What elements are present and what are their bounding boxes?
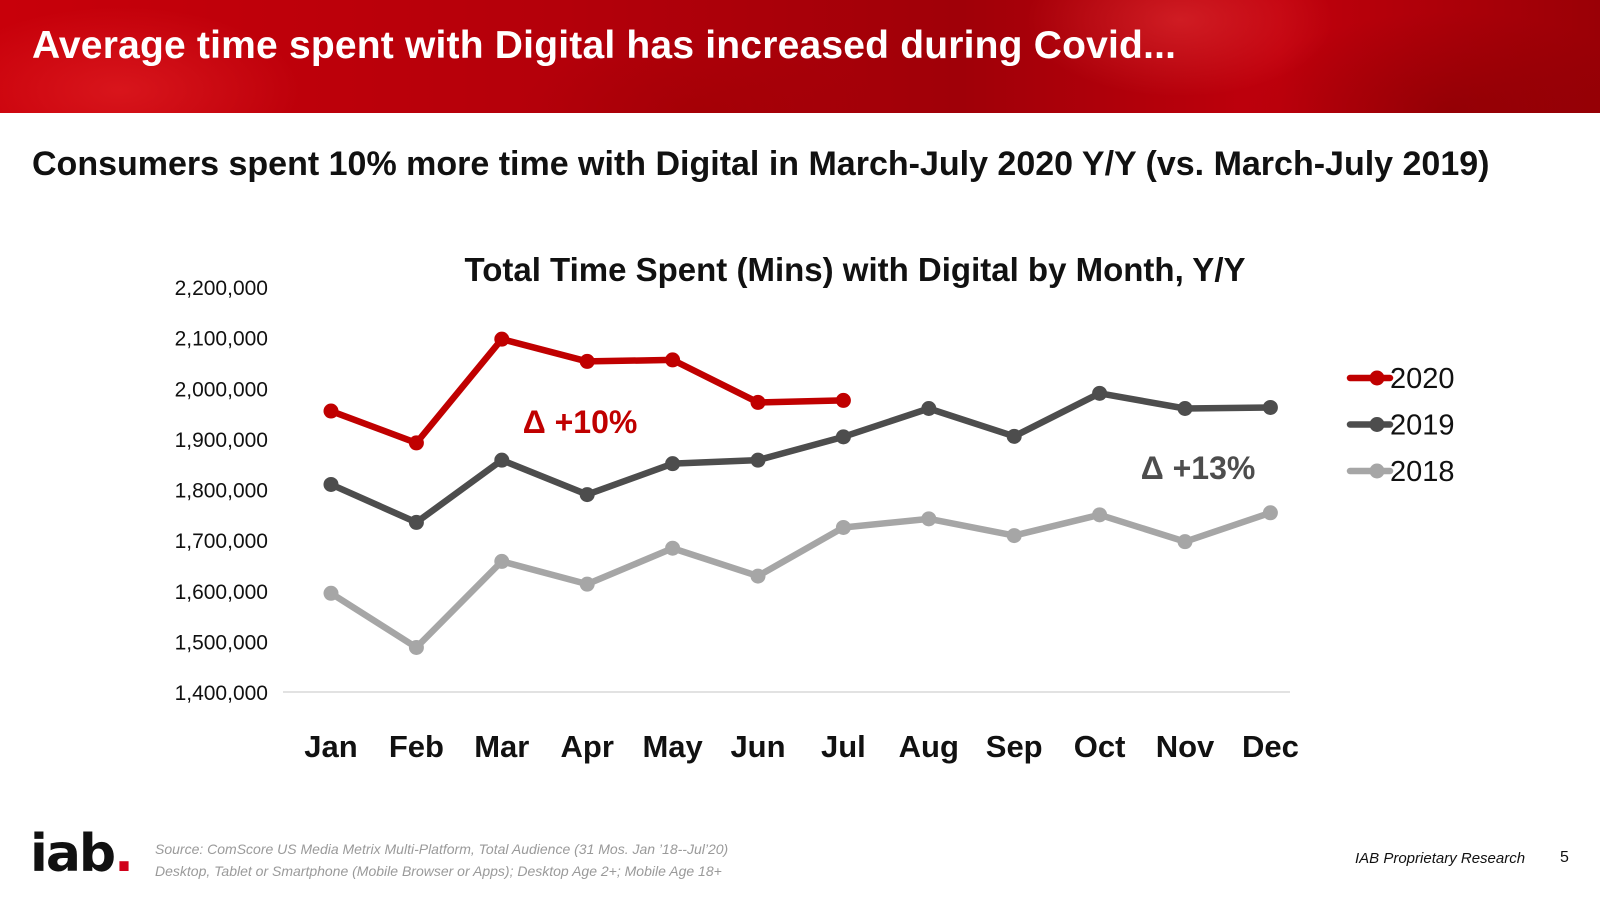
data-point-2020 [323, 403, 339, 419]
data-point-2019 [579, 487, 595, 503]
data-point-2018 [579, 576, 595, 592]
data-point-2018 [835, 519, 851, 535]
delta-annotation-2020: Δ +10% [523, 404, 638, 440]
legend-label-2018: 2018 [1390, 456, 1455, 488]
x-tick-label: May [642, 729, 703, 764]
legend-label-2019: 2019 [1390, 410, 1455, 442]
data-point-2018 [323, 585, 339, 601]
x-tick-label: Mar [474, 729, 529, 764]
data-point-2019 [323, 476, 339, 492]
legend-marker-2020 [1369, 370, 1385, 386]
page-number: 5 [1560, 849, 1569, 866]
x-tick-label: Feb [389, 729, 444, 764]
data-point-2018 [1177, 534, 1193, 550]
x-tick-label: Dec [1242, 729, 1299, 764]
y-tick-label: 1,900,000 [175, 429, 268, 452]
y-tick-label: 1,400,000 [175, 682, 268, 705]
x-tick-label: Aug [899, 729, 959, 764]
data-point-2020 [579, 353, 595, 369]
series-line-2019 [327, 390, 1274, 526]
y-tick-label: 2,200,000 [175, 277, 268, 300]
chart-title: Total Time Spent (Mins) with Digital by … [464, 251, 1245, 288]
x-tick-label: Nov [1156, 729, 1215, 764]
y-tick-label: 2,000,000 [175, 378, 268, 401]
line-chart: Total Time Spent (Mins) with Digital by … [175, 251, 1455, 764]
data-point-2018 [408, 639, 424, 655]
data-point-2019 [408, 514, 424, 530]
logo-text: iab [30, 824, 116, 884]
slide-title: Average time spent with Digital has incr… [32, 24, 1177, 67]
data-point-2019 [835, 429, 851, 445]
data-point-2020 [835, 392, 851, 408]
data-point-2019 [1177, 401, 1193, 416]
legend-marker-2018 [1369, 463, 1385, 479]
data-point-2018 [921, 511, 937, 527]
x-tick-label: Jun [730, 729, 785, 764]
y-tick-label: 1,700,000 [175, 530, 268, 553]
data-point-2020 [494, 331, 510, 347]
data-point-2019 [665, 456, 681, 472]
x-tick-label: Jan [304, 729, 357, 764]
iab-logo: iab. [30, 828, 134, 880]
legend-label-2020: 2020 [1390, 363, 1455, 395]
source-line-2: Desktop, Tablet or Smartphone (Mobile Br… [155, 863, 722, 879]
data-point-2020 [665, 352, 681, 368]
proprietary-label: IAB Proprietary Research [1355, 850, 1526, 867]
data-point-2019 [921, 401, 937, 416]
x-tick-label: Oct [1074, 729, 1126, 764]
legend-marker-2019 [1369, 417, 1385, 432]
delta-annotation-2019: Δ +13% [1141, 450, 1256, 486]
data-point-2019 [494, 452, 510, 468]
data-point-2019 [1006, 428, 1022, 444]
data-point-2018 [494, 553, 510, 569]
y-tick-label: 1,800,000 [175, 480, 268, 503]
data-point-2018 [1262, 505, 1278, 521]
data-point-2019 [750, 452, 766, 468]
title-banner: Average time spent with Digital has incr… [0, 0, 1600, 113]
series-line-2018 [327, 509, 1274, 651]
data-point-2019 [1262, 399, 1278, 415]
logo-dot: . [114, 824, 134, 884]
source-note: Source: ComScore US Media Metrix Multi-P… [155, 838, 728, 882]
data-point-2020 [750, 394, 766, 410]
x-tick-label: Jul [821, 729, 866, 764]
data-point-2018 [665, 540, 681, 556]
data-point-2020 [408, 435, 424, 451]
data-point-2019 [1092, 385, 1108, 401]
y-tick-label: 1,600,000 [175, 581, 268, 604]
data-point-2018 [1092, 507, 1108, 523]
data-point-2018 [750, 568, 766, 584]
slide-subtitle: Consumers spent 10% more time with Digit… [32, 145, 1490, 183]
x-tick-label: Apr [561, 729, 614, 764]
source-line-1: Source: ComScore US Media Metrix Multi-P… [155, 841, 729, 857]
y-tick-label: 1,500,000 [175, 631, 268, 654]
x-tick-label: Sep [986, 729, 1043, 764]
y-tick-label: 2,100,000 [175, 328, 268, 351]
data-point-2018 [1006, 528, 1022, 544]
